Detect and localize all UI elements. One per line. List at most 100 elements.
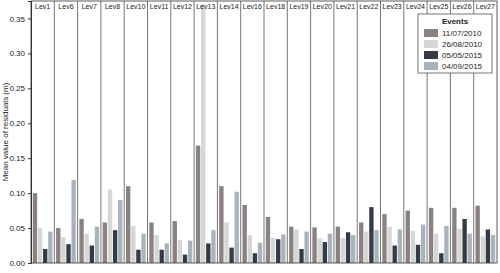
- y-tick: 0.35: [9, 15, 31, 24]
- bar: [224, 222, 228, 263]
- bar: [416, 245, 420, 263]
- panel-separator: [124, 1, 125, 263]
- bar: [312, 227, 316, 263]
- bar: [165, 243, 169, 263]
- bar: [48, 232, 52, 263]
- bar: [429, 208, 433, 263]
- bar: [462, 219, 466, 263]
- bar: [289, 227, 293, 263]
- category-label: Lev26: [453, 3, 472, 10]
- bar: [359, 222, 363, 263]
- bar: [452, 208, 456, 263]
- bar: [486, 229, 490, 263]
- category-labels: Lev1Lev6Lev7Lev8Lev10Lev11Lev12Lev13Lev1…: [35, 3, 495, 10]
- y-tick-mark: [28, 53, 31, 54]
- bar: [173, 221, 177, 263]
- legend-swatch: [424, 62, 438, 70]
- y-axis-title: Mean value of residuals (m): [1, 82, 10, 181]
- y-tick-mark: [28, 88, 31, 89]
- category-label: Lev24: [406, 3, 425, 10]
- legend-label: 11/07/2010: [442, 29, 482, 38]
- y-tick: 0.05: [9, 224, 31, 233]
- bar: [406, 211, 410, 263]
- panel-separator: [194, 1, 195, 263]
- y-tick: 0.00: [9, 259, 31, 268]
- y-tick-label: 0.00: [9, 259, 25, 268]
- bar: [258, 243, 262, 263]
- y-tick-label: 0.30: [9, 49, 25, 58]
- bar: [299, 249, 303, 263]
- bar: [103, 222, 107, 263]
- bar: [160, 250, 164, 263]
- y-tick: 0.20: [9, 119, 31, 128]
- bar: [374, 230, 378, 263]
- bar: [90, 246, 94, 263]
- y-tick: 0.25: [9, 84, 31, 93]
- category-label: Lev14: [220, 3, 239, 10]
- category-label: Lev18: [266, 3, 285, 10]
- bar: [66, 244, 70, 263]
- panel-separator: [77, 1, 78, 263]
- bar: [421, 225, 425, 263]
- bar: [481, 236, 485, 263]
- panel-separator: [287, 1, 288, 263]
- legend-label: 04/09/2015: [442, 62, 483, 71]
- legend: Events 11/07/2010 26/08/2010 05/05/2015 04/0…: [418, 14, 492, 73]
- category-label: Lev21: [336, 3, 355, 10]
- category-label: Lev8: [105, 3, 120, 10]
- legend-title: Events: [442, 17, 469, 26]
- bar: [382, 214, 386, 263]
- bar: [369, 207, 373, 263]
- bar: [393, 246, 397, 263]
- bar: [229, 248, 233, 263]
- bar: [196, 146, 200, 263]
- panel-separator: [380, 1, 381, 263]
- y-tick-label: 0.15: [9, 154, 25, 163]
- legend-label: 26/08/2010: [442, 40, 483, 49]
- bar: [294, 229, 298, 263]
- bar: [33, 193, 37, 263]
- bar: [219, 186, 223, 263]
- category-label: Lev27: [476, 3, 495, 10]
- y-tick-mark: [28, 263, 31, 264]
- panel-separator: [54, 1, 55, 263]
- category-label: Lev20: [313, 3, 332, 10]
- bar: [318, 239, 322, 263]
- legend-swatch: [424, 51, 438, 59]
- y-tick-label: 0.25: [9, 84, 25, 93]
- bar: [341, 238, 345, 263]
- y-tick: 0.15: [9, 154, 31, 163]
- bar: [387, 227, 391, 263]
- panel-separator: [240, 1, 241, 263]
- bar: [336, 227, 340, 263]
- bar: [61, 237, 65, 263]
- bar: [398, 229, 402, 263]
- bar: [242, 205, 246, 263]
- bar: [253, 253, 257, 263]
- panel-separator: [403, 1, 404, 263]
- panel-separator: [310, 1, 311, 263]
- panel-separators: [54, 1, 473, 263]
- bar: [131, 226, 135, 263]
- bar: [276, 239, 280, 263]
- bar: [56, 228, 60, 263]
- panel-separator: [217, 1, 218, 263]
- legend-label: 05/05/2015: [442, 51, 483, 60]
- bar: [248, 235, 252, 263]
- category-label: Lev19: [289, 3, 308, 10]
- legend-swatch: [424, 29, 438, 37]
- bar: [95, 227, 99, 263]
- bar: [271, 238, 275, 263]
- bar: [211, 230, 215, 263]
- bar: [206, 243, 210, 263]
- plot: Lev1Lev6Lev7Lev8Lev10Lev11Lev12Lev13Lev1…: [9, 1, 497, 268]
- panel-separator: [147, 1, 148, 263]
- category-label: Lev11: [150, 3, 169, 10]
- bar: [85, 234, 89, 263]
- bar: [188, 241, 192, 263]
- bar: [328, 234, 332, 263]
- bar: [434, 234, 438, 263]
- y-tick: 0.30: [9, 49, 31, 58]
- bar: [281, 234, 285, 263]
- bar: [71, 180, 75, 263]
